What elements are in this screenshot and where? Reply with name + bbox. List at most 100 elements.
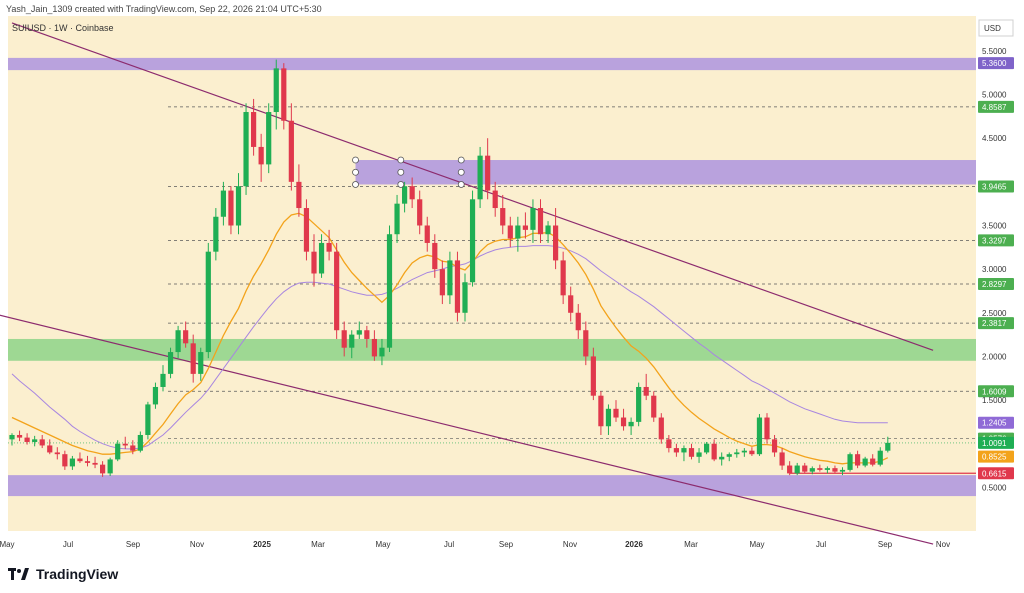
zone-handle[interactable] [397,181,405,188]
zone-handle[interactable] [352,168,359,176]
zone-green-2[interactable] [8,338,976,361]
candle-body[interactable] [817,468,823,470]
candle-body[interactable] [560,260,566,296]
zone-handle[interactable] [352,156,359,164]
candle-body[interactable] [364,330,370,339]
candle-body[interactable] [228,190,234,226]
candle-body[interactable] [847,454,853,470]
candle-body[interactable] [522,225,528,230]
candle-body[interactable] [855,454,861,466]
candle-body[interactable] [651,395,657,418]
candle-body[interactable] [636,386,642,422]
zone-purple-1[interactable] [355,160,976,185]
candle-body[interactable] [696,452,702,457]
candle-body[interactable] [92,462,98,465]
candle-body[interactable] [613,408,619,418]
candle-body[interactable] [711,443,717,460]
candle-body[interactable] [341,330,347,348]
candle-body[interactable] [779,452,785,466]
candle-body[interactable] [175,330,181,353]
candle-body[interactable] [530,208,536,230]
candle-body[interactable] [198,352,204,374]
candle-body[interactable] [469,199,476,283]
candle-body[interactable] [9,434,15,440]
candle-body[interactable] [764,417,770,440]
candle-body[interactable] [318,242,325,274]
candle-body[interactable] [454,260,461,313]
zone-purple-0[interactable] [8,57,976,71]
candle-body[interactable] [688,448,695,457]
candle-body[interactable] [54,452,60,455]
candle-body[interactable] [628,421,634,427]
candle-body[interactable] [251,112,257,147]
candle-body[interactable] [349,334,355,348]
candle-body[interactable] [885,442,891,451]
candle-body[interactable] [213,216,219,252]
candle-body[interactable] [115,443,121,460]
candle-body[interactable] [832,468,838,472]
zone-handle[interactable] [457,168,465,176]
candle-body[interactable] [598,395,604,427]
candle-body[interactable] [590,356,596,396]
candle-body[interactable] [84,461,91,463]
candle-body[interactable] [288,120,294,182]
candle-body[interactable] [809,468,815,472]
candle-body[interactable] [492,190,498,209]
candle-body[interactable] [160,373,166,387]
candle-body[interactable] [787,465,793,474]
candle-body[interactable] [432,242,438,270]
candle-body[interactable] [439,269,445,296]
candle-body[interactable] [130,445,136,451]
candle-body[interactable] [122,443,128,446]
zone-purple-3[interactable] [8,475,976,497]
trendline-0[interactable] [11,22,934,351]
candle-body[interactable] [734,452,740,455]
candle-body[interactable] [145,404,151,435]
candle-body[interactable] [794,465,800,474]
candle-body[interactable] [334,251,340,331]
candle-body[interactable] [870,458,876,465]
candle-body[interactable] [205,251,211,353]
candle-body[interactable] [69,458,75,467]
candle-body[interactable] [507,225,513,239]
candle-body[interactable] [749,450,755,455]
candle-body[interactable] [16,434,23,438]
candle-body[interactable] [802,465,808,472]
candle-body[interactable] [515,225,521,239]
zone-handle[interactable] [457,181,465,188]
candle-body[interactable] [575,312,581,331]
candle-body[interactable] [409,186,415,200]
candle-body[interactable] [77,458,83,462]
candle-body[interactable] [824,468,830,470]
candle-body[interactable] [719,456,725,460]
candle-body[interactable] [220,190,226,217]
candle-body[interactable] [658,417,664,440]
candle-body[interactable] [303,208,310,252]
zone-handle[interactable] [397,168,405,176]
candle-body[interactable] [235,186,242,226]
candle-body[interactable] [107,459,113,474]
candle-body[interactable] [296,181,302,209]
candle-body[interactable] [356,330,362,335]
candle-body[interactable] [326,242,332,252]
candle-body[interactable] [643,386,649,396]
candle-body[interactable] [673,448,679,453]
candle-body[interactable] [311,251,317,274]
candle-body[interactable] [258,146,264,165]
candle-body[interactable] [877,450,883,465]
candle-body[interactable] [47,445,53,453]
candle-body[interactable] [620,417,627,427]
candle-body[interactable] [839,469,846,472]
candle-body[interactable] [394,203,400,235]
candle-body[interactable] [281,68,287,121]
candle-body[interactable] [39,439,45,446]
candle-body[interactable] [862,458,868,466]
candle-body[interactable] [24,437,30,442]
candle-body[interactable] [500,208,506,226]
chart-canvas[interactable]: 5.3600 4.8587 3.9465 3.3297 2.8297 2.3817 1.60… [0,16,1024,556]
candle-body[interactable] [462,282,468,313]
candle-body[interactable] [545,225,551,235]
zone-handle[interactable] [457,156,465,164]
candle-body[interactable] [726,454,732,457]
candle-body[interactable] [190,343,196,374]
